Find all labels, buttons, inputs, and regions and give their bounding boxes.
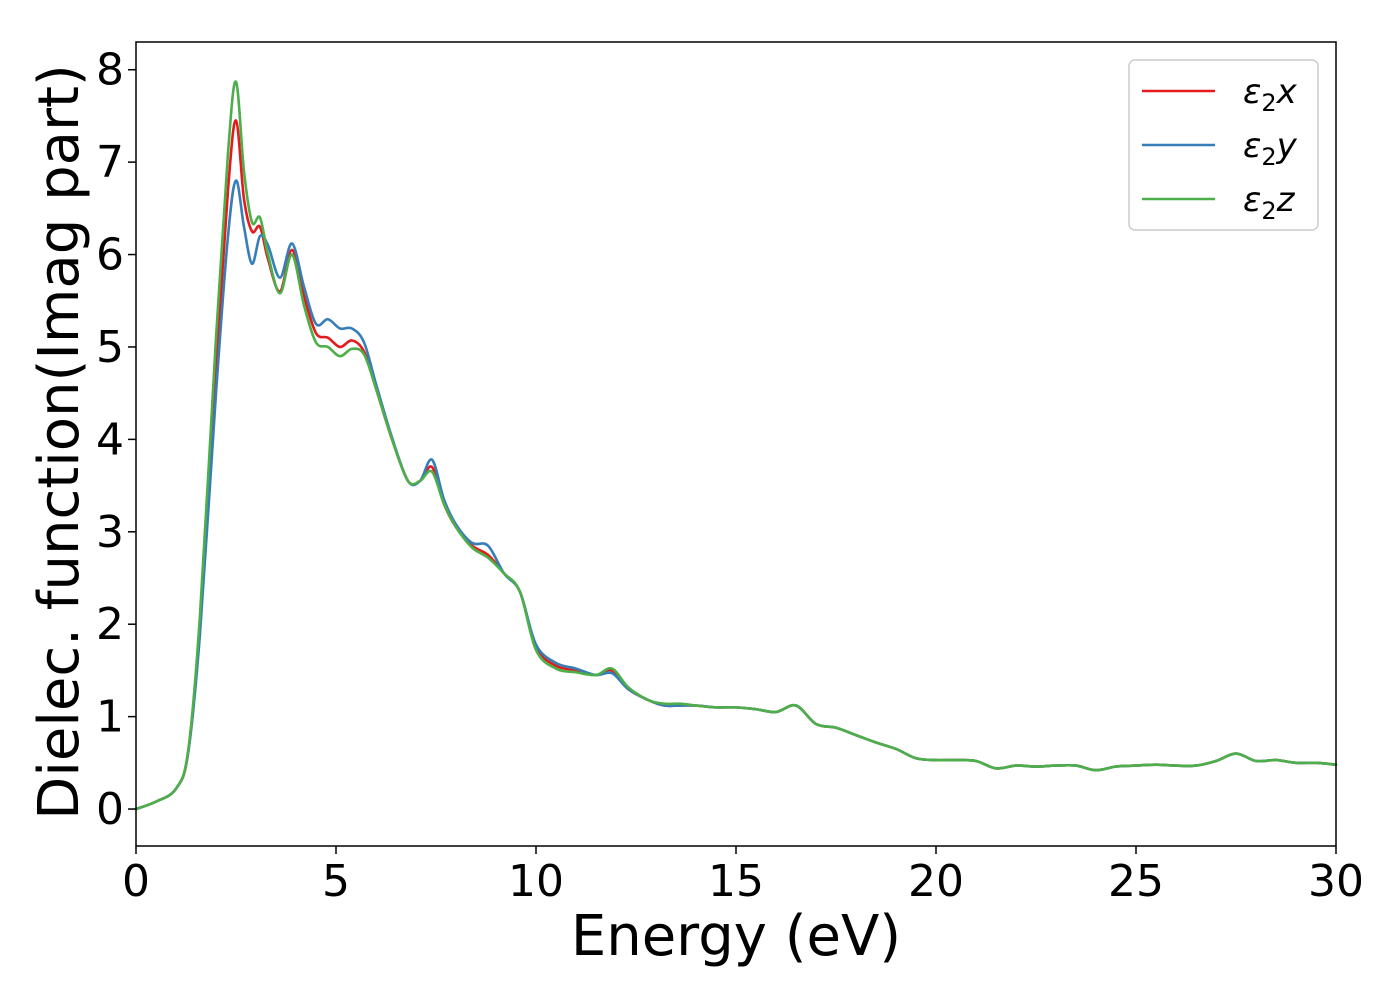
y-tick-label: 0 (96, 784, 124, 835)
legend-label-suffix: y (1276, 126, 1298, 166)
y-tick-label: 8 (96, 45, 124, 96)
x-tick-label: 5 (322, 856, 350, 907)
x-tick-label: 30 (1308, 856, 1364, 907)
y-tick-label: 7 (96, 137, 124, 188)
y-tick-label: 3 (96, 507, 124, 558)
y-tick-label: 2 (96, 599, 124, 650)
legend-label: ε2x (1243, 72, 1298, 117)
legend-label-main: ε (1243, 72, 1261, 112)
legend-label-suffix: x (1276, 72, 1298, 112)
x-tick-label: 0 (122, 856, 150, 907)
x-axis-label: Energy (eV) (571, 904, 901, 969)
legend-label-main: ε (1243, 126, 1261, 166)
legend-label-main: ε (1243, 180, 1261, 220)
x-tick-label: 20 (908, 856, 964, 907)
legend-item-x: ε2x (1142, 72, 1298, 117)
y-tick-label: 1 (96, 692, 124, 743)
legend-label: ε2y (1243, 126, 1298, 171)
series-line-y (134, 179, 1338, 811)
y-tick-label: 6 (96, 230, 124, 281)
legend-label-suffix: z (1276, 180, 1296, 220)
x-tick-label: 10 (508, 856, 564, 907)
legend-label-subscript: 2 (1261, 143, 1276, 171)
x-tick-label: 25 (1108, 856, 1164, 907)
x-axis: 0 5 10 15 20 25 30 (122, 846, 1364, 907)
x-tick-label: 15 (708, 856, 764, 907)
series-layer (134, 80, 1338, 811)
y-tick-label: 4 (96, 414, 124, 465)
legend-label-subscript: 2 (1261, 89, 1276, 117)
legend-item-z: ε2z (1142, 180, 1296, 225)
legend-label: ε2z (1243, 180, 1296, 225)
legend-label-subscript: 2 (1261, 197, 1276, 225)
y-axis: 0 1 2 3 4 5 6 7 8 (96, 45, 136, 835)
y-tick-label: 5 (96, 322, 124, 373)
y-axis-label: Dielec. function(Imag part) (27, 64, 92, 820)
legend-box (1128, 59, 1319, 231)
series-line-z (134, 80, 1338, 811)
legend-item-y: ε2y (1142, 126, 1298, 171)
